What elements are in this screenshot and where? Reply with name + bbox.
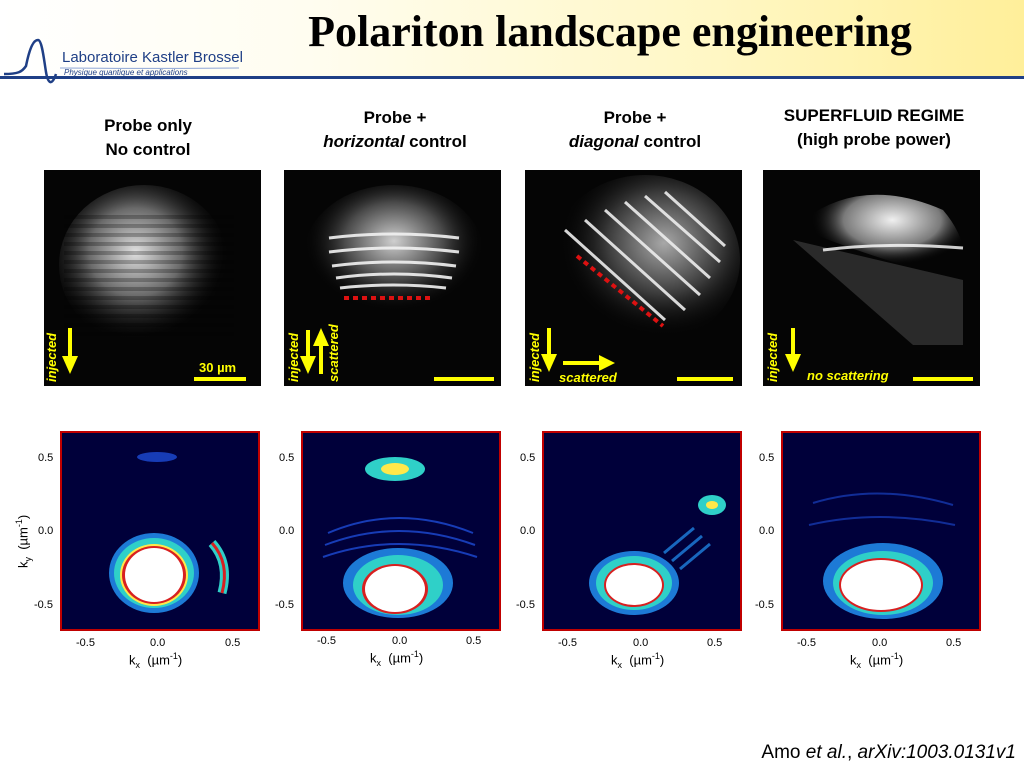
scattered-label: scattered (559, 370, 618, 385)
y-tick: 0.0 (279, 525, 295, 537)
x-tick: -0.5 (558, 637, 577, 649)
x-axis-label: kx (µm-1) (129, 651, 183, 670)
y-tick: 0.0 (38, 525, 54, 537)
y-tick: 0.5 (38, 452, 54, 464)
injected-label: injected (44, 332, 59, 382)
x-tick: -0.5 (317, 635, 336, 647)
column-heading-1: Probe only No control (104, 116, 192, 159)
x-tick: 0.0 (633, 637, 649, 649)
momentum-plot-probe-only (60, 431, 260, 631)
y-tick: 0.0 (520, 525, 536, 537)
momentum-plot-diagonal-control (542, 431, 742, 631)
y-axis-label: ky (µm-1) (14, 514, 33, 568)
scale-bar (677, 377, 733, 381)
citation: Amo et al., arXiv:1003.0131v1 (761, 742, 1016, 763)
column-heading-3: Probe + diagonal control (568, 108, 702, 151)
injected-label: injected (527, 332, 542, 382)
y-tick: -0.5 (34, 599, 53, 611)
y-tick: 0.5 (279, 452, 295, 464)
x-tick: 0.0 (392, 635, 408, 647)
y-tick: -0.5 (516, 599, 535, 611)
logo-subtitle: Physique quantique et applications (64, 68, 188, 77)
y-tick: -0.5 (275, 599, 294, 611)
x-tick: -0.5 (797, 637, 816, 649)
no-scattering-label: no scattering (807, 368, 889, 383)
lkb-logo-icon (4, 38, 239, 84)
x-axis-label: kx (µm-1) (370, 649, 424, 668)
arrow-down-icon (785, 328, 801, 372)
x-tick: 0.0 (150, 637, 166, 649)
scale-bar (194, 377, 246, 381)
injected-label: injected (765, 332, 780, 382)
arrow-up-icon (313, 328, 329, 374)
y-tick: 0.5 (759, 452, 775, 464)
column-heading-2: Probe + horizontal control (323, 108, 467, 151)
x-axis-label: kx (µm-1) (611, 651, 665, 670)
control-line-diagonal (575, 254, 665, 328)
x-axis-label: kx (µm-1) (850, 651, 904, 670)
y-tick: 0.0 (759, 525, 775, 537)
x-tick: 0.5 (466, 635, 482, 647)
arrow-down-icon (541, 328, 557, 372)
x-tick: -0.5 (76, 637, 95, 649)
slide-title: Polariton landscape engineering (308, 7, 912, 56)
arrow-right-icon (563, 355, 615, 371)
injected-label: injected (286, 332, 301, 382)
column-heading-4: SUPERFLUID REGIME (high probe power) (783, 106, 965, 149)
logo-name: Laboratoire Kastler Brossel (62, 49, 243, 66)
momentum-plot-horizontal-control (301, 431, 501, 631)
realspace-image-horizontal-control: injected scattered (284, 170, 501, 386)
arrow-down-icon (62, 328, 78, 374)
y-tick: 0.5 (520, 452, 536, 464)
x-tick: 0.0 (872, 637, 888, 649)
x-tick: 0.5 (946, 637, 962, 649)
realspace-image-superfluid: injected no scattering (763, 170, 980, 386)
x-tick: 0.5 (225, 637, 241, 649)
scale-bar (434, 377, 494, 381)
scattered-label: scattered (326, 323, 341, 382)
x-tick: 0.5 (707, 637, 723, 649)
scale-bar (913, 377, 973, 381)
header-rule (0, 76, 1024, 79)
momentum-plot-superfluid (781, 431, 981, 631)
scale-bar-label: 30 µm (199, 360, 236, 375)
realspace-image-diagonal-control: injected scattered (525, 170, 742, 386)
y-tick: -0.5 (755, 599, 774, 611)
arrow-down-icon (300, 330, 316, 374)
header-band (0, 0, 1024, 78)
realspace-image-probe-only: injected 30 µm (44, 170, 261, 386)
